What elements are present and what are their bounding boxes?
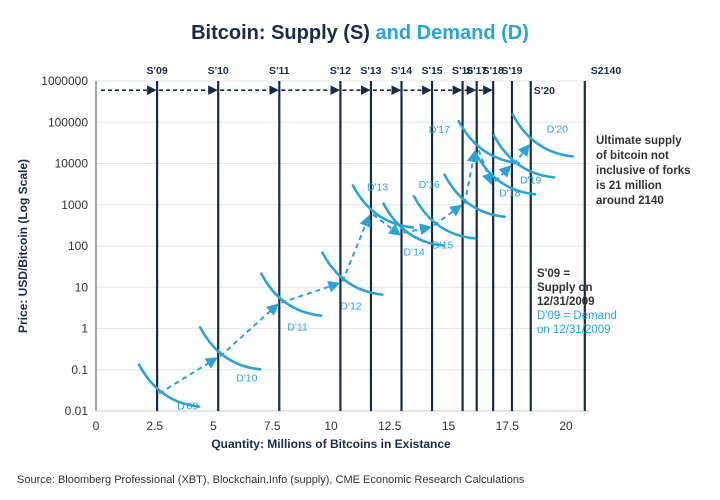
y-tick-label: 0.01 xyxy=(65,404,89,418)
supply-label: S'15 xyxy=(421,65,442,77)
ultimate-supply-note: of bitcoin not xyxy=(596,150,669,162)
demand-curve xyxy=(457,119,520,165)
demand-definition-note: on 12/31/2009 xyxy=(537,324,611,336)
demand-shift-arrow xyxy=(219,303,279,358)
demand-label: D'17 xyxy=(429,124,450,136)
supply-label: S'16 xyxy=(452,65,473,77)
supply-label: S'12 xyxy=(330,65,351,77)
demand-label: D'13 xyxy=(367,181,388,193)
x-tick-label: 17.5 xyxy=(496,419,520,433)
demand-curve xyxy=(260,272,323,317)
demand-curve xyxy=(473,151,537,196)
y-tick-label: 1 xyxy=(81,322,88,336)
title-main: Bitcoin: Supply (S) xyxy=(191,22,370,44)
ultimate-supply-note: Ultimate supply xyxy=(596,135,682,147)
y-tick-label: 0.1 xyxy=(71,363,88,377)
demand-curve xyxy=(511,113,575,158)
supply-label: S'13 xyxy=(360,65,381,77)
ultimate-supply-note: inclusive of forks xyxy=(596,165,691,177)
demand-shift-arrow xyxy=(280,281,341,304)
demand-curve xyxy=(412,195,476,240)
demand-curve xyxy=(492,134,556,179)
demand-shift-arrow xyxy=(513,143,530,166)
demand-label: D'18 xyxy=(499,187,520,199)
demand-curve xyxy=(321,251,384,296)
ultimate-supply-note: is 21 million xyxy=(596,180,662,192)
x-axis-label: Quantity: Millions of Bitcoins in Exista… xyxy=(211,437,451,451)
x-tick-label: 5 xyxy=(210,419,217,433)
demand-label: D'14 xyxy=(404,247,425,259)
demand-shift-arrow xyxy=(463,150,479,204)
supply-definition-note: 12/31/2009 xyxy=(537,296,595,308)
demand-label: D'09 xyxy=(177,401,198,413)
demand-label: D'19 xyxy=(520,174,541,186)
chart-title: Bitcoin: Supply (S) and Demand (D) xyxy=(0,22,720,45)
x-tick-label: 7.5 xyxy=(264,419,281,433)
demand-label: D'11 xyxy=(287,322,308,334)
supply-label: S'17 xyxy=(466,65,487,77)
supply-label: S'09 xyxy=(147,65,168,77)
source-note: Source: Bloomberg Professional (XBT), Bl… xyxy=(17,474,525,486)
demand-shift-arrow xyxy=(494,164,512,183)
supply-label: S2140 xyxy=(591,65,622,77)
supply-label: S'11 xyxy=(269,65,290,77)
demand-label: D'16 xyxy=(419,179,440,191)
demand-shift-arrow xyxy=(372,213,402,236)
demand-shift-arrow xyxy=(433,204,463,227)
demand-curve xyxy=(443,173,506,219)
demand-shift-arrow xyxy=(158,357,218,395)
ultimate-supply-note: around 2140 xyxy=(596,195,664,207)
x-tick-label: 10 xyxy=(324,419,338,433)
y-tick-label: 1000000 xyxy=(41,74,88,88)
supply-label: S'19 xyxy=(501,65,522,77)
y-tick-label: 10 xyxy=(75,280,89,294)
y-tick-label: 100000 xyxy=(48,115,88,129)
demand-curve xyxy=(137,363,201,408)
x-tick-label: 0 xyxy=(93,419,100,433)
demand-label: D'20 xyxy=(547,123,568,135)
y-axis-label: Price: USD/Bitcoin (Log Scale) xyxy=(16,159,30,333)
y-tick-label: 1000 xyxy=(61,198,88,212)
supply-label: S'20 xyxy=(534,85,555,97)
supply-label: S'10 xyxy=(208,65,229,77)
demand-label: D'15 xyxy=(432,239,453,251)
supply-label: S'14 xyxy=(391,65,412,77)
supply-definition-note: S'09 = xyxy=(537,268,570,280)
demand-shift-arrow xyxy=(341,214,371,282)
demand-shift-arrow xyxy=(477,149,494,186)
demand-definition-note: D'09 = Demand xyxy=(537,310,617,322)
supply-definition-note: Supply on xyxy=(537,282,593,294)
demand-curve xyxy=(382,202,445,247)
title-accent: and Demand (D) xyxy=(375,22,529,44)
x-tick-label: 2.5 xyxy=(146,419,163,433)
y-tick-label: 100 xyxy=(68,239,88,253)
demand-curve xyxy=(351,184,415,229)
demand-shift-arrow xyxy=(403,223,433,236)
demand-curve xyxy=(198,326,262,371)
supply-label: S'18 xyxy=(483,65,504,77)
y-tick-label: 10000 xyxy=(55,157,89,171)
demand-label: D'10 xyxy=(236,372,257,384)
x-tick-label: 15 xyxy=(442,419,456,433)
x-tick-label: 20 xyxy=(559,419,573,433)
x-tick-label: 12.5 xyxy=(378,419,402,433)
demand-label: D'12 xyxy=(340,301,361,313)
